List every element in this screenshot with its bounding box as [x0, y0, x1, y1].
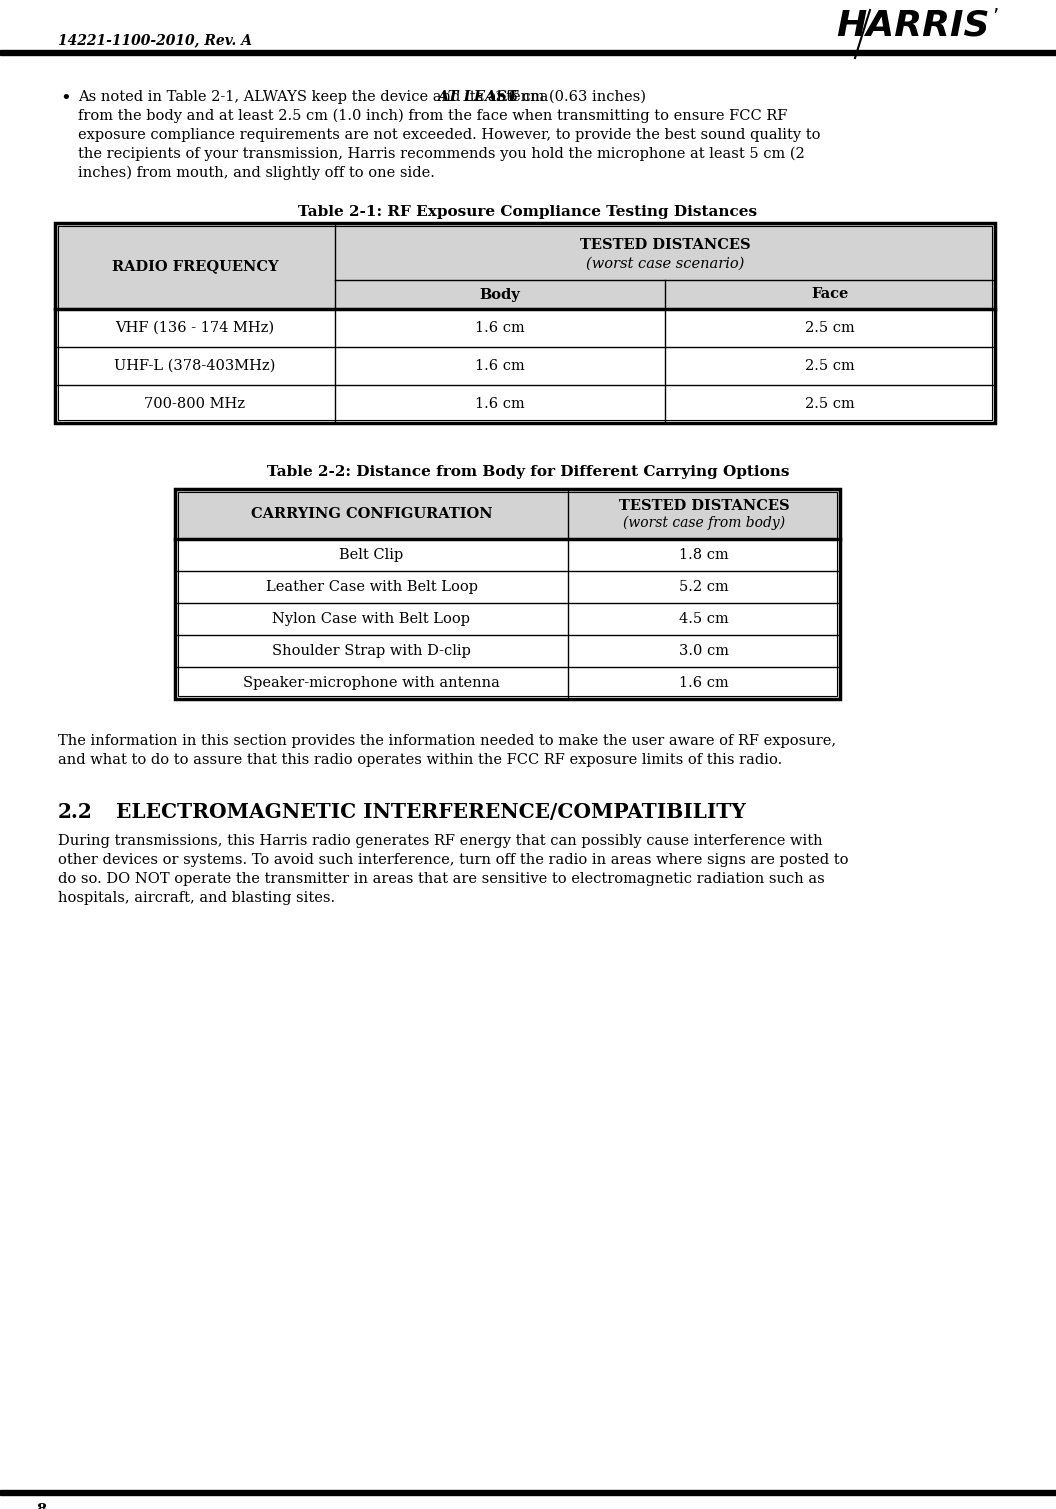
- Text: exposure compliance requirements are not exceeded. However, to provide the best : exposure compliance requirements are not…: [78, 128, 821, 142]
- Text: (worst case scenario): (worst case scenario): [586, 257, 744, 272]
- Bar: [58, 226, 992, 420]
- Text: do so. DO NOT operate the transmitter in areas that are sensitive to electromagn: do so. DO NOT operate the transmitter in…: [58, 872, 825, 886]
- Text: 4.5 cm: 4.5 cm: [679, 613, 729, 626]
- Text: Speaker-microphone with antenna: Speaker-microphone with antenna: [243, 676, 499, 690]
- Text: Belt Clip: Belt Clip: [339, 548, 403, 561]
- Bar: [178, 492, 837, 696]
- Text: 8: 8: [36, 1503, 46, 1509]
- Text: 2.5 cm: 2.5 cm: [805, 321, 855, 335]
- Text: 1.8 cm: 1.8 cm: [679, 548, 729, 561]
- Bar: [175, 489, 840, 699]
- Bar: [0, 1489, 1056, 1495]
- Text: (worst case from body): (worst case from body): [623, 516, 785, 530]
- Text: 1.6 cm: 1.6 cm: [679, 676, 729, 690]
- Bar: [0, 50, 1056, 54]
- Text: Face: Face: [811, 288, 849, 302]
- Bar: [55, 223, 335, 309]
- Text: TESTED DISTANCES: TESTED DISTANCES: [580, 237, 751, 252]
- Text: UHF-L (378-403MHz): UHF-L (378-403MHz): [114, 359, 276, 373]
- Bar: [335, 223, 995, 281]
- Text: ELECTROMAGNETIC INTERFERENCE/COMPATIBILITY: ELECTROMAGNETIC INTERFERENCE/COMPATIBILI…: [116, 801, 746, 822]
- Text: 1.6 cm: 1.6 cm: [475, 397, 525, 410]
- Text: 5.2 cm: 5.2 cm: [679, 579, 729, 595]
- Text: The information in this section provides the information needed to make the user: The information in this section provides…: [58, 733, 836, 748]
- Text: ʼ: ʼ: [992, 8, 998, 27]
- Text: the recipients of your transmission, Harris recommends you hold the microphone a: the recipients of your transmission, Har…: [78, 146, 805, 161]
- Text: Table 2-1: RF Exposure Compliance Testing Distances: Table 2-1: RF Exposure Compliance Testin…: [299, 205, 757, 219]
- Text: and what to do to assure that this radio operates within the FCC RF exposure lim: and what to do to assure that this radio…: [58, 753, 782, 767]
- Text: CARRYING CONFIGURATION: CARRYING CONFIGURATION: [250, 507, 492, 521]
- Text: 2.2: 2.2: [58, 801, 93, 822]
- Text: from the body and at least 2.5 cm (1.0 inch) from the face when transmitting to : from the body and at least 2.5 cm (1.0 i…: [78, 109, 788, 124]
- Text: 2.5 cm: 2.5 cm: [805, 397, 855, 410]
- Text: inches) from mouth, and slightly off to one side.: inches) from mouth, and slightly off to …: [78, 166, 435, 181]
- Text: 14221-1100-2010, Rev. A: 14221-1100-2010, Rev. A: [58, 33, 252, 47]
- Text: Table 2-2: Distance from Body for Different Carrying Options: Table 2-2: Distance from Body for Differ…: [267, 465, 789, 478]
- Text: RADIO FREQUENCY: RADIO FREQUENCY: [112, 260, 278, 273]
- Text: Body: Body: [479, 288, 521, 302]
- Bar: [175, 489, 840, 539]
- Text: As noted in Table 2-1, ALWAYS keep the device and its antenna: As noted in Table 2-1, ALWAYS keep the d…: [78, 91, 553, 104]
- Text: 700-800 MHz: 700-800 MHz: [145, 397, 245, 410]
- Text: 1.6 cm: 1.6 cm: [475, 359, 525, 373]
- Text: During transmissions, this Harris radio generates RF energy that can possibly ca: During transmissions, this Harris radio …: [58, 834, 823, 848]
- Text: HARRIS: HARRIS: [836, 8, 991, 42]
- Text: TESTED DISTANCES: TESTED DISTANCES: [619, 499, 789, 513]
- Text: 2.5 cm: 2.5 cm: [805, 359, 855, 373]
- Text: Leather Case with Belt Loop: Leather Case with Belt Loop: [265, 579, 477, 595]
- Text: 3.0 cm: 3.0 cm: [679, 644, 729, 658]
- Text: other devices or systems. To avoid such interference, turn off the radio in area: other devices or systems. To avoid such …: [58, 853, 849, 868]
- Text: 1.6 cm (0.63 inches): 1.6 cm (0.63 inches): [490, 91, 645, 104]
- Text: Nylon Case with Belt Loop: Nylon Case with Belt Loop: [272, 613, 471, 626]
- Text: •: •: [60, 91, 71, 109]
- Text: AT LEAST: AT LEAST: [437, 91, 518, 104]
- Text: Shoulder Strap with D-clip: Shoulder Strap with D-clip: [272, 644, 471, 658]
- Text: VHF (136 - 174 MHz): VHF (136 - 174 MHz): [115, 321, 275, 335]
- Bar: [55, 223, 995, 423]
- Text: hospitals, aircraft, and blasting sites.: hospitals, aircraft, and blasting sites.: [58, 890, 335, 905]
- Bar: [335, 281, 995, 309]
- Text: 1.6 cm: 1.6 cm: [475, 321, 525, 335]
